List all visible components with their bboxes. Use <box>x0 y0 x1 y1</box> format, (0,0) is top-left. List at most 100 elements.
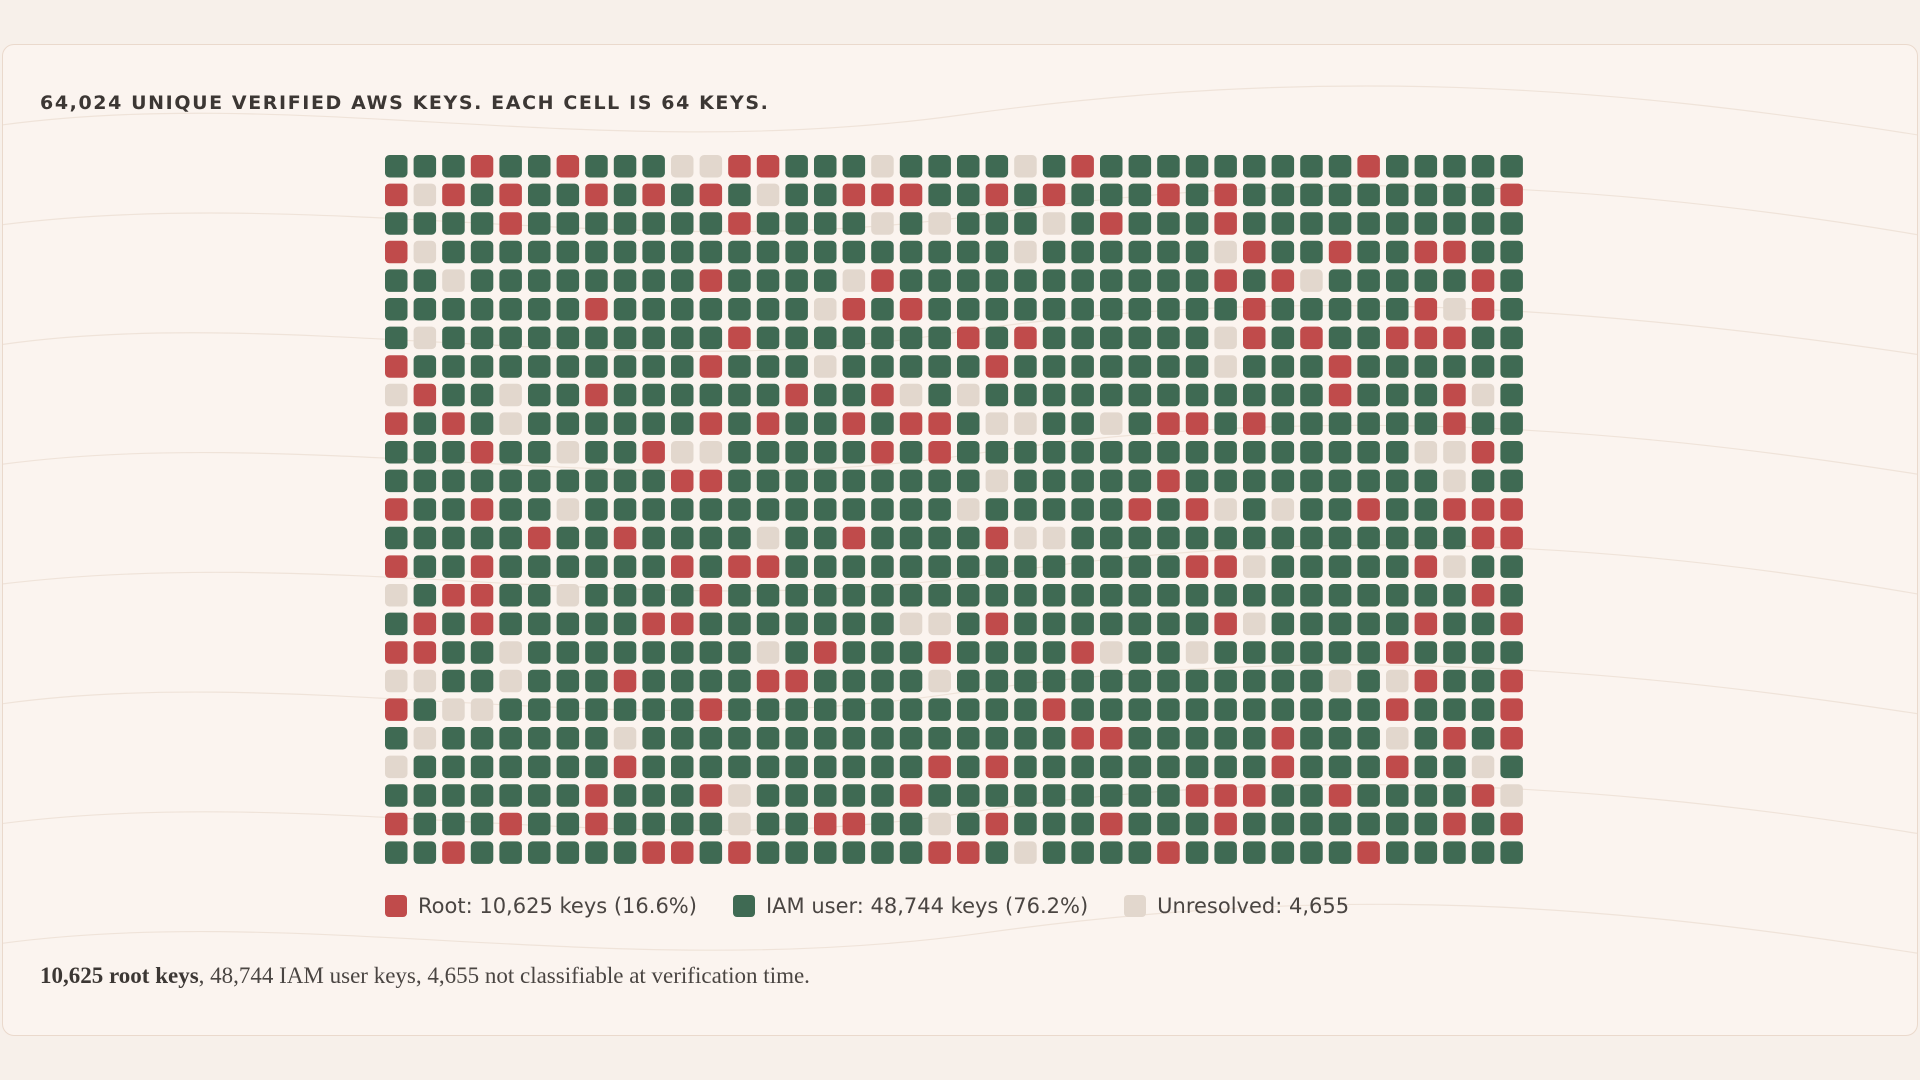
waffle-cell-root <box>785 669 808 693</box>
waffle-cell-iam <box>671 412 694 435</box>
waffle-cell-unresolved <box>442 269 465 292</box>
legend-swatch-root <box>385 895 407 917</box>
waffle-cell-root <box>671 469 694 493</box>
waffle-cell-iam <box>413 269 437 292</box>
waffle-cell-unresolved <box>413 240 437 264</box>
waffle-cell-iam <box>756 612 780 636</box>
waffle-cell-iam <box>1357 212 1380 235</box>
waffle-cell-iam <box>1100 383 1123 407</box>
waffle-cell-root <box>1443 240 1466 264</box>
waffle-cell-iam <box>1185 355 1209 378</box>
waffle-cell-root <box>957 841 980 864</box>
waffle-cell-iam <box>785 841 808 864</box>
waffle-cell-root <box>1414 669 1438 693</box>
waffle-cell-root <box>928 441 951 464</box>
waffle-cell-root <box>413 383 437 407</box>
waffle-cell-iam <box>613 269 637 292</box>
waffle-cell-iam <box>642 240 665 264</box>
waffle-cell-iam <box>1128 469 1152 493</box>
waffle-cell-root <box>642 612 665 636</box>
waffle-cell-iam <box>1300 669 1323 693</box>
waffle-cell-iam <box>1042 412 1066 435</box>
waffle-cell-iam <box>899 269 923 292</box>
waffle-cell-root <box>385 641 408 664</box>
waffle-cell-unresolved <box>442 698 465 721</box>
waffle-cell-iam <box>899 326 923 350</box>
waffle-cell-iam <box>470 355 494 378</box>
waffle-cell-iam <box>842 212 866 235</box>
waffle-cell-root <box>1128 498 1152 521</box>
waffle-cell-iam <box>1500 383 1523 407</box>
waffle-cell-iam <box>585 526 608 550</box>
waffle-cell-unresolved <box>957 383 980 407</box>
waffle-cell-iam <box>1014 584 1037 607</box>
waffle-cell-iam <box>756 841 780 864</box>
waffle-cell-iam <box>470 841 494 864</box>
waffle-cell-iam <box>1271 383 1295 407</box>
waffle-cell-root <box>1471 269 1495 292</box>
waffle-cell-root <box>1414 240 1438 264</box>
waffle-cell-iam <box>842 612 866 636</box>
waffle-cell-iam <box>814 784 837 807</box>
waffle-cell-iam <box>413 155 437 178</box>
waffle-cell-iam <box>957 727 980 750</box>
waffle-cell-iam <box>1243 183 1266 207</box>
waffle-cell-iam <box>1214 526 1237 550</box>
waffle-cell-iam <box>413 584 437 607</box>
waffle-cell-iam <box>642 326 665 350</box>
waffle-cell-iam <box>1414 269 1438 292</box>
waffle-cell-root <box>985 755 1009 779</box>
waffle-cell-iam <box>1328 269 1352 292</box>
waffle-cell-root <box>1443 498 1466 521</box>
waffle-cell-iam <box>1300 555 1323 578</box>
waffle-cell-iam <box>1157 240 1180 264</box>
waffle-cell-iam <box>1128 526 1152 550</box>
waffle-cell-iam <box>1185 383 1209 407</box>
waffle-cell-iam <box>385 155 408 178</box>
waffle-cell-root <box>1042 183 1066 207</box>
waffle-cell-iam <box>1328 212 1352 235</box>
waffle-cell-iam <box>1271 784 1295 807</box>
waffle-cell-unresolved <box>842 269 866 292</box>
waffle-cell-iam <box>1328 469 1352 493</box>
waffle-cell-iam <box>814 526 837 550</box>
waffle-cell-iam <box>1414 727 1438 750</box>
waffle-cell-iam <box>1128 755 1152 779</box>
waffle-cell-iam <box>1386 555 1409 578</box>
waffle-cell-iam <box>899 155 923 178</box>
waffle-cell-iam <box>756 469 780 493</box>
waffle-cell-iam <box>470 812 494 836</box>
waffle-cell-iam <box>1100 526 1123 550</box>
waffle-cell-iam <box>785 584 808 607</box>
waffle-cell-root <box>613 755 637 779</box>
waffle-cell-iam <box>528 355 551 378</box>
waffle-cell-iam <box>470 326 494 350</box>
waffle-cell-iam <box>1500 841 1523 864</box>
waffle-cell-iam <box>814 727 837 750</box>
waffle-cell-iam <box>642 698 665 721</box>
waffle-cell-iam <box>1357 612 1380 636</box>
waffle-cell-iam <box>1185 669 1209 693</box>
waffle-cell-iam <box>671 212 694 235</box>
waffle-cell-iam <box>1042 755 1066 779</box>
waffle-cell-root <box>899 412 923 435</box>
waffle-cell-iam <box>814 669 837 693</box>
waffle-cell-iam <box>1271 555 1295 578</box>
waffle-cell-iam <box>1157 269 1180 292</box>
waffle-cell-unresolved <box>1214 355 1237 378</box>
waffle-cell-iam <box>1500 212 1523 235</box>
waffle-cell-root <box>1157 183 1180 207</box>
waffle-cell-iam <box>470 298 494 321</box>
waffle-cell-root <box>985 526 1009 550</box>
waffle-cell-iam <box>985 669 1009 693</box>
legend-swatch-unresolved <box>1124 895 1147 917</box>
waffle-cell-iam <box>642 298 665 321</box>
waffle-cell-iam <box>1157 498 1180 521</box>
waffle-cell-root <box>699 698 723 721</box>
waffle-cell-iam <box>528 240 551 264</box>
caption: 10,625 root keys, 48,744 IAM user keys, … <box>40 963 810 989</box>
waffle-cell-iam <box>1214 298 1237 321</box>
waffle-cell-iam <box>814 326 837 350</box>
waffle-cell-iam <box>1243 212 1266 235</box>
waffle-cell-unresolved <box>1014 155 1037 178</box>
